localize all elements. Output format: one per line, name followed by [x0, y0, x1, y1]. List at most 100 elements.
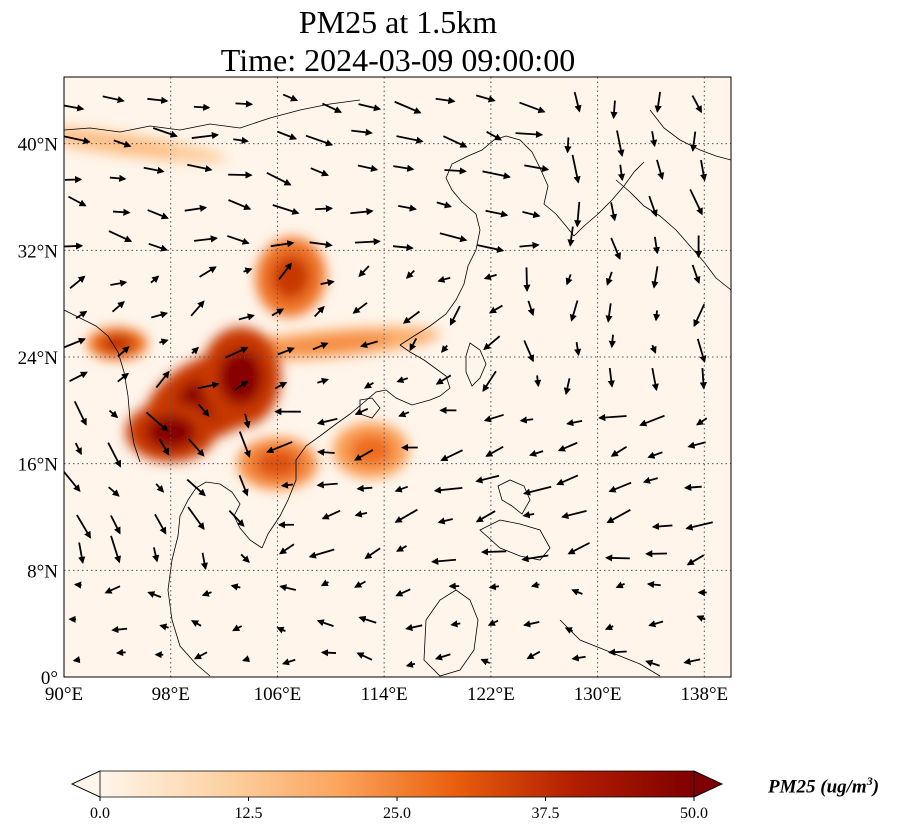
wind-arrow — [475, 510, 496, 523]
wind-arrow — [64, 337, 86, 349]
wind-arrow — [569, 300, 579, 322]
wind-arrow — [527, 300, 535, 317]
wind-arrow — [522, 210, 541, 219]
wind-arrow — [529, 449, 544, 457]
wind-arrow — [281, 658, 296, 666]
wind-arrow — [519, 416, 534, 424]
wind-arrow — [233, 136, 249, 144]
wind-arrow — [487, 619, 499, 626]
wind-arrow — [567, 226, 575, 247]
wind-arrow — [606, 509, 631, 524]
wind-arrow — [147, 96, 169, 104]
wind-arrow — [316, 619, 334, 627]
wind-arrow — [653, 310, 661, 322]
wind-arrow — [107, 442, 122, 468]
wind-arrow — [534, 375, 542, 388]
wind-arrow — [605, 271, 613, 286]
wind-arrow — [352, 302, 368, 314]
wind-arrow — [350, 208, 374, 216]
chart-subtitle: Time: 2024-03-09 09:00:00 — [220, 42, 576, 78]
wind-arrow — [242, 655, 251, 663]
wind-arrow — [521, 554, 549, 563]
x-tick-label: 138°E — [680, 684, 728, 705]
wind-arrow — [650, 131, 658, 148]
wind-arrow — [154, 513, 167, 535]
wind-arrow — [64, 104, 85, 112]
colorbar-tick-label: 0.0 — [90, 805, 110, 822]
wind-arrow — [317, 448, 335, 456]
wind-arrow — [356, 652, 373, 661]
wind-arrow — [608, 481, 632, 493]
wind-arrow — [358, 103, 382, 112]
x-axis-labels: 90°E 98°E 106°E 114°E 122°E 130°E 138°E — [45, 684, 728, 705]
wind-arrow — [279, 584, 297, 592]
wind-arrow — [201, 589, 212, 597]
wind-arrow — [150, 275, 160, 284]
wind-arrow — [187, 438, 205, 457]
wind-arrow — [69, 371, 88, 383]
wind-arrow — [523, 620, 540, 628]
wind-arrow — [73, 400, 87, 426]
wind-arrow — [699, 159, 708, 182]
wind-arrow — [152, 547, 160, 563]
wind-arrow — [351, 128, 373, 136]
wind-arrow — [278, 543, 295, 555]
wind-arrow — [526, 650, 541, 660]
wind-arrow — [155, 483, 165, 493]
wind-arrow — [449, 305, 461, 326]
wind-arrow — [317, 377, 329, 385]
wind-arrow — [243, 413, 251, 429]
wind-arrow — [322, 102, 342, 113]
wind-arrow — [394, 485, 409, 493]
wind-arrow — [648, 620, 664, 628]
wind-arrow — [230, 583, 241, 591]
wind-arrow — [405, 623, 423, 632]
wind-arrow — [485, 445, 504, 457]
wind-arrow — [515, 130, 544, 138]
wind-arrow — [158, 438, 170, 456]
pollution-plume — [125, 327, 281, 462]
x-tick-label: 90°E — [45, 684, 83, 705]
wind-arrow — [312, 342, 329, 351]
wind-arrow — [197, 403, 210, 417]
y-tick-label: 40°N — [18, 135, 59, 156]
wind-arrow — [354, 238, 381, 246]
wind-arrow — [684, 483, 702, 491]
wind-arrow — [409, 338, 418, 352]
wind-arrow — [686, 554, 705, 566]
wind-arrow — [436, 201, 452, 209]
wind-arrow — [440, 449, 463, 462]
x-tick-label: 98°E — [152, 684, 190, 705]
wind-arrow — [394, 100, 422, 114]
wind-arrow — [608, 648, 627, 656]
wind-arrow — [566, 419, 583, 427]
wind-arrow — [193, 651, 208, 660]
wind-arrow — [190, 620, 202, 627]
wind-arrow — [557, 441, 578, 452]
wind-arrow — [190, 300, 205, 317]
wind-arrow — [433, 486, 463, 494]
wind-arrow — [184, 204, 208, 213]
wind-arrow — [648, 195, 658, 218]
wind-arrow — [571, 654, 586, 662]
colorbar-label: PM25 (ug/m3) — [768, 774, 879, 798]
wind-arrow — [450, 620, 461, 628]
y-tick-label: 24°N — [18, 348, 59, 369]
wind-arrow — [102, 95, 125, 104]
wind-arrow — [320, 579, 329, 587]
wind-arrow — [654, 91, 662, 113]
coastlines — [64, 99, 731, 677]
wind-arrow — [74, 442, 82, 456]
wind-arrow — [396, 545, 407, 552]
wind-arrow — [227, 235, 250, 245]
wind-arrow — [316, 481, 338, 489]
plume-core — [271, 255, 311, 299]
wind-arrow — [159, 623, 169, 631]
plume-core — [270, 334, 392, 353]
wind-arrow — [610, 446, 628, 457]
wind-arrow — [394, 508, 418, 523]
wind-arrow — [155, 370, 170, 389]
colorbar-label-sup: 3 — [866, 774, 873, 788]
x-tick-label: 106°E — [254, 684, 302, 705]
